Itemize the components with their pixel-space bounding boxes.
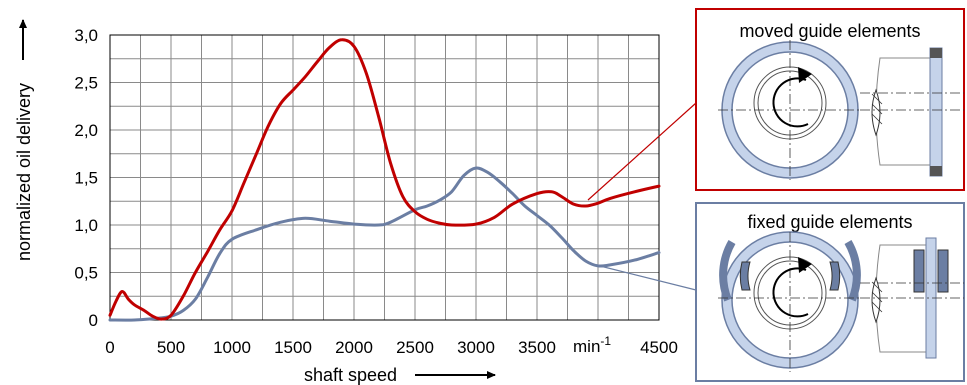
x-tick-label: 2500 — [396, 338, 434, 357]
y-tick-label: 3,0 — [74, 26, 98, 45]
moved-front-view-drawing — [718, 40, 862, 180]
leader-line-moved — [587, 102, 697, 201]
plot-area: 0 500 1000 1500 2000 2500 3000 3500 4500 0 0,5 1,0 1… — [74, 26, 678, 357]
leader-line-fixed — [587, 262, 697, 291]
inset-fixed-guide-elements: fixed guide elements — [695, 202, 965, 382]
x-unit-label: min-1 — [573, 334, 611, 356]
x-tick-label: 2000 — [335, 338, 373, 357]
y-tick-label: 2,5 — [74, 74, 98, 93]
inset-moved-title: moved guide elements — [739, 21, 920, 41]
x-tick-label: 1000 — [213, 338, 251, 357]
series-line-fixed-guide-elements — [108, 166, 661, 322]
rotation-arrow-icon — [798, 67, 812, 83]
moved-side-view-drawing — [860, 47, 964, 177]
inset-fixed-title: fixed guide elements — [747, 212, 912, 232]
y-tick-label: 0 — [89, 311, 98, 330]
fixed-side-view-drawing — [860, 237, 964, 359]
tick-labels: 0 500 1000 1500 2000 2500 3000 3500 4500 0 0,5 1,0 1… — [74, 26, 678, 357]
fixed-front-view-drawing — [718, 231, 862, 372]
x-tick-label: 1500 — [274, 338, 312, 357]
y-tick-label: 0,5 — [74, 264, 98, 283]
x-axis-label: shaft speed — [304, 365, 397, 385]
grid — [110, 35, 659, 320]
y-tick-label: 2,0 — [74, 121, 98, 140]
y-tick-label: 1,0 — [74, 216, 98, 235]
y-tick-label: 1,5 — [74, 169, 98, 188]
x-tick-label: 0 — [105, 338, 114, 357]
x-tick-label: 3000 — [457, 338, 495, 357]
x-tick-label: 4500 — [640, 338, 678, 357]
y-axis-label: normalized oil delivery — [14, 83, 34, 261]
rotation-arrow-icon — [798, 257, 812, 273]
series-line-moved-guide-elements — [108, 38, 661, 321]
x-tick-label: 3500 — [518, 338, 556, 357]
x-tick-label: 500 — [157, 338, 185, 357]
series-layer — [108, 38, 661, 322]
plot-frame — [109, 34, 660, 321]
inset-moved-guide-elements: moved guide elements — [695, 8, 965, 191]
